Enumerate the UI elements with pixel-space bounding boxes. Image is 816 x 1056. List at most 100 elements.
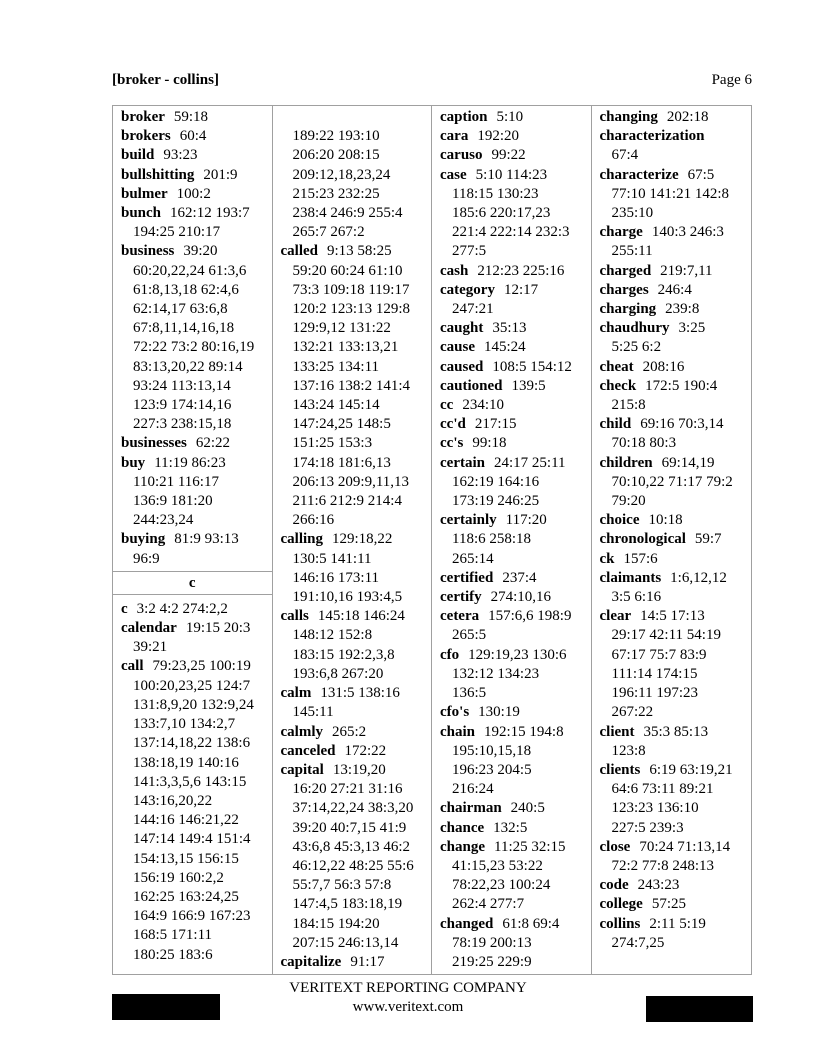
index-term: cheat (599, 358, 634, 375)
page-line-refs: 144:16 146:21,22 (133, 812, 239, 829)
entry-line: call 79:23,25 100:19 (113, 657, 272, 676)
page-line-refs: 191:10,16 193:4,5 (292, 589, 403, 606)
entry-continuation-line: 29:17 42:11 54:19 (592, 626, 752, 645)
entry-continuation-line: 132:21 133:13,21 (273, 338, 432, 357)
index-term: calmly (280, 723, 324, 740)
page-line-refs: 157:6,6 198:9 (488, 608, 572, 625)
page-line-refs: 3:5 6:16 (611, 589, 662, 606)
entry-continuation-line: 216:24 (432, 780, 591, 799)
page-line-refs: 81:9 93:13 (174, 531, 239, 548)
entry-continuation-line: 60:20,22,24 61:3,6 (113, 262, 272, 281)
entry-line (273, 108, 432, 127)
entry-line: cara 192:20 (432, 127, 591, 146)
page-line-refs: 12:17 (503, 281, 539, 298)
index-column-1: broker 59:18 brokers 60:4 build 93:23 bullshit… (113, 106, 273, 974)
entry-continuation-line: 110:21 116:17 (113, 473, 272, 492)
page-line-refs: 62:14,17 63:6,8 (133, 301, 228, 318)
page-line-refs: 9:13 58:25 (327, 243, 392, 260)
page-line-refs: 6:19 63:19,21 (649, 761, 733, 778)
index-term: clear (599, 608, 632, 625)
index-entry: chaudhury 3:25 5:25 6:2 (592, 319, 752, 357)
entry-continuation-line: 120:2 123:13 129:8 (273, 300, 432, 319)
page-line-refs: 129:9,12 131:22 (292, 320, 391, 337)
page-line-refs: 3:2 4:2 274:2,2 (136, 600, 228, 617)
entry-continuation-line: 111:14 174:15 (592, 665, 752, 684)
page-line-refs: 96:9 (133, 550, 160, 567)
page-line-refs: 35:3 85:13 (643, 723, 709, 740)
entry-continuation-line: 196:23 204:5 (432, 761, 591, 780)
index-term: choice (599, 512, 640, 529)
page-line-refs: 265:7 267:2 (292, 224, 365, 241)
page-line-refs: 2:11 5:19 (649, 915, 706, 932)
page-line-refs: 24:17 25:11 (493, 454, 566, 471)
entry-line: c 3:2 4:2 274:2,2 (113, 600, 272, 619)
page-line-refs: 196:11 197:23 (611, 685, 699, 702)
page-line-refs: 202:18 (666, 109, 709, 125)
index-entry: caption 5:10 (432, 108, 591, 127)
entry-continuation-line: 277:5 (432, 242, 591, 261)
entry-continuation-line: 209:12,18,23,24 (273, 166, 432, 185)
page-line-refs: 184:15 194:20 (292, 915, 380, 932)
page-line-refs: 206:13 209:9,11,13 (292, 473, 410, 490)
entry-continuation-line: 131:8,9,20 132:9,24 (113, 696, 272, 715)
page-line-refs: 93:23 (163, 147, 198, 164)
page-line-refs: 123:23 136:10 (611, 800, 699, 817)
entry-line: calls 145:18 146:24 (273, 607, 432, 626)
entry-continuation-line: 154:13,15 156:15 (113, 850, 272, 869)
index-term: college (599, 896, 643, 913)
page-line-refs: 67:5 (687, 166, 715, 183)
page-line-refs: 60:4 (179, 128, 207, 145)
entry-line: charges 246:4 (592, 281, 752, 300)
index-entry: certain 24:17 25:11 162:19 164:16 173:19 24… (432, 454, 591, 512)
index-entry: called 9:13 58:25 59:20 60:24 61:10 73:3 10… (273, 242, 432, 530)
index-term: check (599, 377, 637, 394)
index-term: canceled (280, 742, 336, 759)
page-line-refs: 37:14,22,24 38:3,20 (292, 800, 414, 817)
index-term: chain (440, 723, 476, 740)
page-line-refs: 206:20 208:15 (292, 147, 380, 164)
index-term: chairman (440, 800, 502, 817)
page-line-refs: 1:6,12,12 (670, 569, 727, 586)
index-term: caruso (440, 147, 483, 164)
entry-continuation-line: 145:11 (273, 703, 432, 722)
index-entry: charges 246:4 (592, 281, 752, 300)
entry-continuation-line: 143:16,20,22 (113, 792, 272, 811)
page-line-refs: 239:8 (665, 301, 700, 318)
page-line-refs: 83:13,20,22 89:14 (133, 358, 243, 375)
page-line-refs: 64:6 73:11 89:21 (611, 781, 714, 798)
index-entry: charge 140:3 246:3 255:11 (592, 223, 752, 261)
page-line-refs: 207:15 246:13,14 (292, 934, 399, 951)
index-entry: cara 192:20 (432, 127, 591, 146)
index-entry: category 12:17 247:21 (432, 281, 591, 319)
index-entry: ck 157:6 (592, 550, 752, 569)
entry-continuation-line: 62:14,17 63:6,8 (113, 300, 272, 319)
index-entry: call 79:23,25 100:19 100:20,23,25 124:7 131… (113, 657, 272, 964)
page-line-refs: 208:16 (642, 358, 685, 375)
entry-line: child 69:16 70:3,14 (592, 415, 752, 434)
page-line-refs: 70:10,22 71:17 79:2 (611, 473, 733, 490)
page-line-refs: 219:25 229:9 (452, 953, 532, 970)
entry-line: characterize 67:5 (592, 166, 752, 185)
page-line-refs: 11:19 86:23 (154, 454, 226, 471)
entry-line: cetera 157:6,6 198:9 (432, 607, 591, 626)
index-entry: buying 81:9 93:13 96:9 (113, 530, 272, 568)
entry-continuation-line: 227:3 238:15,18 (113, 415, 272, 434)
entry-continuation-line: 77:10 141:21 142:8 (592, 185, 752, 204)
index-term: certain (440, 454, 485, 471)
index-entry: cc 234:10 (432, 396, 591, 415)
page-line-refs: 196:23 204:5 (452, 761, 532, 778)
index-entry: calls 145:18 146:24 148:12 152:8 183:15 192… (273, 607, 432, 684)
page-line-refs: 129:19,23 130:6 (468, 646, 567, 663)
entry-continuation-line: 274:7,25 (592, 934, 752, 953)
entry-line: client 35:3 85:13 (592, 723, 752, 742)
page-line-refs: 164:9 166:9 167:23 (133, 908, 251, 925)
entry-continuation-line: 43:6,8 45:3,13 46:2 (273, 838, 432, 857)
entry-continuation-line: 194:25 210:17 (113, 223, 272, 242)
page-line-refs: 216:24 (452, 781, 494, 798)
entry-continuation-line: 247:21 (432, 300, 591, 319)
index-entry: calm 131:5 138:16 145:11 (273, 684, 432, 722)
entry-line: claimants 1:6,12,12 (592, 569, 752, 588)
page-line-refs: 131:5 138:16 (320, 685, 400, 702)
page-line-refs: 67:17 75:7 83:9 (611, 646, 707, 663)
index-term: buying (121, 531, 166, 548)
